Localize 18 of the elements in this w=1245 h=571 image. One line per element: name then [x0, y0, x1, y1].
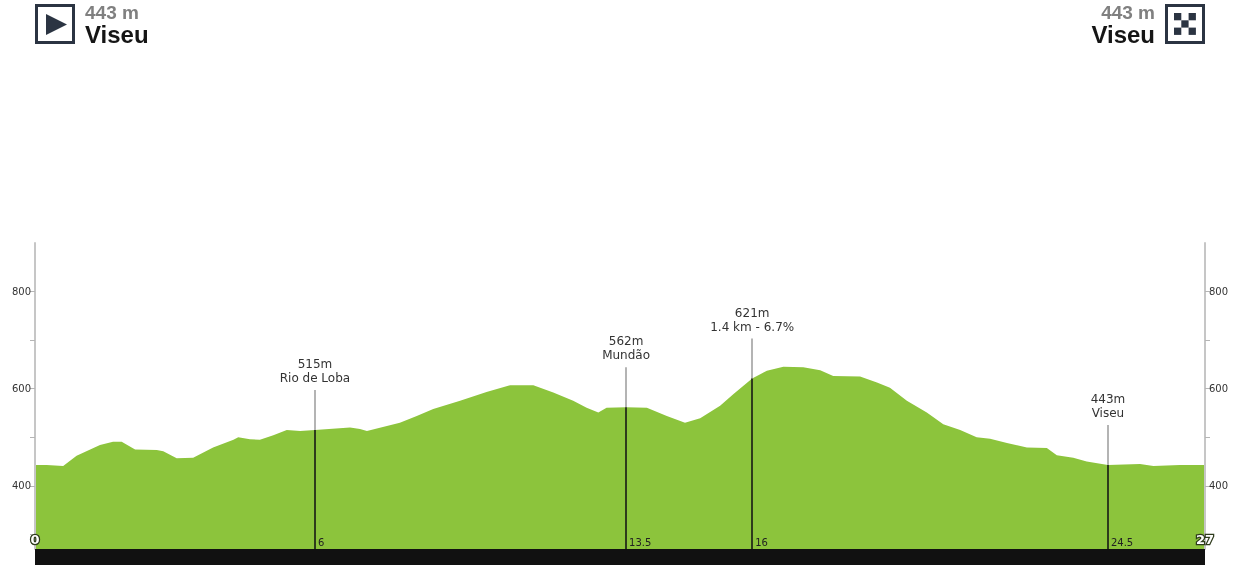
text: Viseu: [85, 21, 149, 48]
y2-tick-label: 600: [1209, 383, 1229, 395]
annotation: 13.5: [629, 536, 652, 548]
y2-tick-label: 800: [1209, 286, 1229, 298]
ref-line-label: 443m Viseu: [1090, 391, 1126, 420]
text: Viseu: [1091, 21, 1155, 48]
y-tick-label: 400: [11, 480, 31, 492]
annotation: 24.5: [1110, 536, 1134, 548]
annotation: 16: [755, 536, 768, 548]
y-tick-label: 600: [11, 383, 31, 395]
y2-tick-label: 400: [1209, 480, 1229, 492]
text: 443 m: [85, 2, 139, 23]
y-tick-label: 800: [11, 286, 31, 298]
ref-line-label: 562m Mundão: [602, 334, 651, 363]
ref-line-label: 621m 1.4 km - 6.7%: [710, 305, 795, 334]
annotation: 6: [317, 536, 325, 548]
text: 443 m: [1101, 2, 1155, 23]
ref-line-label: 515m Rio de Loba: [279, 357, 351, 385]
